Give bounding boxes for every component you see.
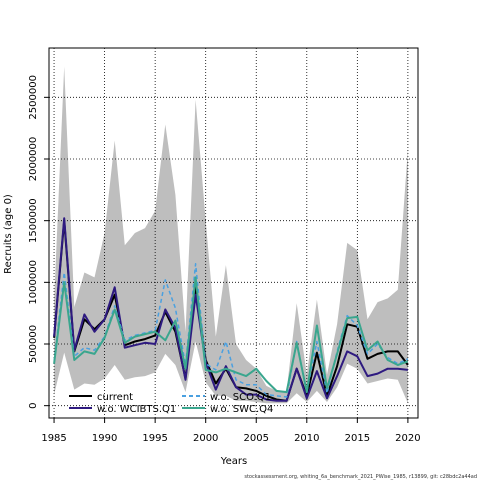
series-line-3: [53, 276, 409, 394]
legend-label: w.o. WCIBTS.Q1: [97, 404, 176, 415]
plot-frame: [48, 47, 419, 419]
x-tick-label: 1995: [142, 433, 167, 444]
series-layer: [53, 217, 409, 402]
y-tick-label: 0: [28, 403, 39, 409]
x-tick-label: 2005: [244, 433, 269, 444]
legend-label: w.o. SCO.Q1: [210, 392, 271, 403]
y-tick-label: 500000: [28, 325, 39, 363]
x-tick-label: 2020: [395, 433, 420, 444]
legend-label: w.o. SWC.Q4: [210, 404, 273, 415]
x-axis-label: Years: [220, 456, 247, 467]
y-axis-label: Recruits (age 0): [3, 194, 14, 274]
x-tick-label: 1985: [41, 433, 66, 444]
y-tick-label: 2000000: [28, 137, 39, 182]
series-line-1: [53, 217, 409, 402]
x-tick-label: 2000: [193, 433, 218, 444]
x-tick-label: 1990: [92, 433, 117, 444]
x-tick-label: 2015: [345, 433, 370, 444]
x-axis: 1985 1990 1995 2000 2005 2010 2015 2020: [41, 418, 421, 444]
y-tick-label: 2500000: [28, 75, 39, 120]
confidence-band-layer: [54, 66, 408, 404]
footer-text: stockassessment.org, whiting_6a_benchmar…: [244, 474, 477, 480]
x-tick-label: 2010: [294, 433, 319, 444]
legend-label: current: [97, 392, 133, 403]
confidence-band: [54, 66, 408, 404]
y-tick-label: 1500000: [28, 198, 39, 243]
y-axis: 0 500000 1000000 1500000 2000000 2500000: [28, 75, 49, 409]
y-tick-label: 1000000: [28, 260, 39, 305]
